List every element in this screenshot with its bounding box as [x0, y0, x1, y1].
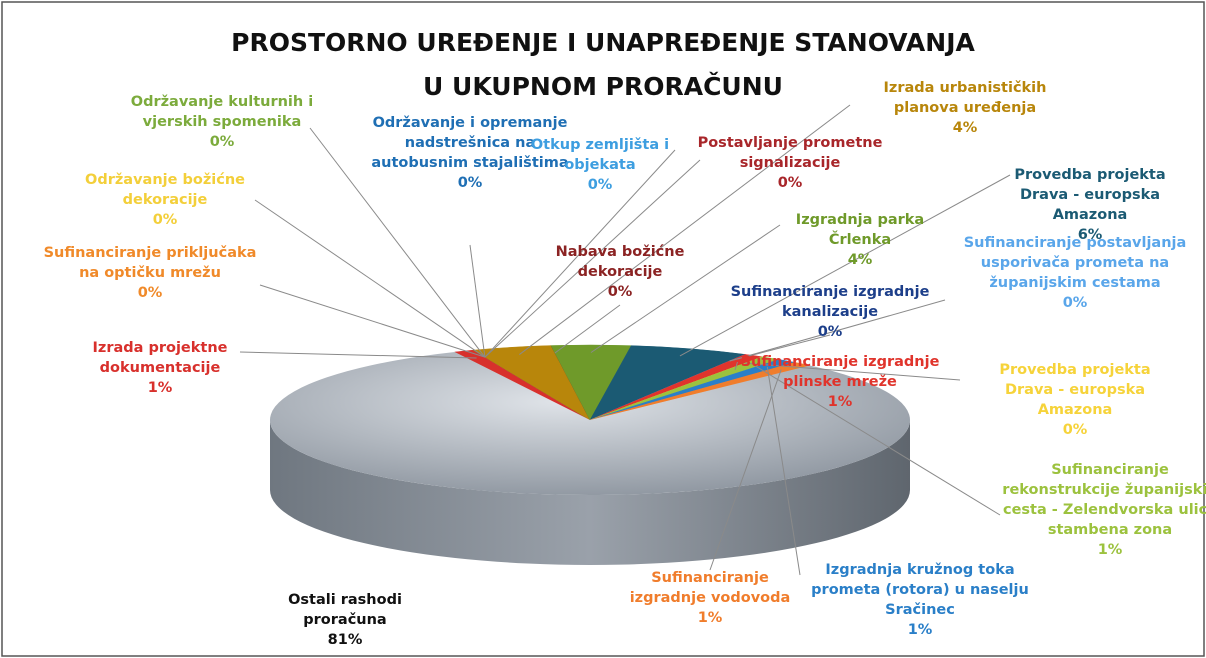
chart-title: PROSTORNO UREĐENJE I UNAPREĐENJE STANOVA…	[231, 28, 975, 57]
label-name: Održavanje kulturnih i vjerskih spomenik…	[130, 94, 314, 130]
data-label: Sufinanciranje priključaka na optičku mr…	[35, 243, 265, 303]
data-label: Sufinanciranje postavljanja usporivača p…	[960, 233, 1190, 313]
pie-slice	[589, 362, 810, 421]
leader-line	[469, 244, 486, 358]
data-label: Održavanje kulturnih i vjerskih spomenik…	[97, 92, 347, 152]
label-name: Sufinanciranje izgradnje kanalizacije	[730, 284, 930, 320]
leader-line	[729, 299, 946, 362]
label-name: Izgradnja parka Črlenka	[795, 212, 925, 248]
data-label: Postavljanje prometne signalizacije 0%	[680, 133, 900, 193]
label-value: 0%	[457, 175, 483, 191]
label-value: 0%	[1062, 295, 1088, 311]
leader-line	[766, 366, 801, 576]
label-value: 6%	[1077, 227, 1103, 243]
label-value: 0%	[152, 212, 178, 228]
data-label: Sufinanciranje izgradnje vodovoda 1%	[620, 568, 800, 628]
label-name: Nabava božićne dekoracije	[555, 244, 685, 280]
data-label: Održavanje božićne dekoracije 0%	[55, 170, 275, 230]
label-value: 0%	[1062, 422, 1088, 438]
label-name: Ostali rashodi proračuna	[288, 592, 402, 628]
leader-line	[745, 362, 961, 381]
leader-line	[679, 174, 1011, 357]
label-value: 1%	[827, 394, 853, 410]
slice-side	[270, 420, 910, 565]
leader-line	[752, 363, 1001, 516]
data-label: Izgradnja parka Črlenka 4%	[780, 210, 940, 270]
leader-line	[484, 159, 701, 358]
label-name: Izgradnja kružnog toka prometa (rotora) …	[811, 562, 1029, 618]
data-label: Provedba projekta Drava - europska Amazo…	[975, 360, 1175, 440]
label-value: 1%	[1097, 542, 1123, 558]
data-label: Izrada projektne dokumentacije 1%	[50, 338, 270, 398]
label-name: Održavanje božićne dekoracije	[85, 172, 245, 208]
label-name: Otkup zemljišta i objekata	[530, 137, 670, 173]
leader-line	[590, 224, 781, 353]
leader-line	[734, 361, 738, 371]
leader-line	[519, 104, 851, 355]
data-label: Izrada urbanističkih planova uređenja 4%	[855, 78, 1075, 138]
leader-line	[239, 351, 477, 359]
leader-line	[484, 149, 676, 358]
label-name: Provedba projekta Drava - europska Amazo…	[1014, 167, 1166, 223]
label-value: 0%	[587, 177, 613, 193]
label-value: 1%	[697, 610, 723, 626]
label-value: 4%	[847, 252, 873, 268]
data-label: Provedba projekta Drava - europska Amazo…	[990, 165, 1190, 245]
leader-line	[709, 369, 782, 571]
label-value: 81%	[327, 632, 363, 648]
label-value: 0%	[137, 285, 163, 301]
label-value: 0%	[777, 175, 803, 191]
chart-title: U UKUPNOM PRORAČUNU	[423, 72, 783, 101]
label-name: Održavanje i opremanje nadstrešnica na a…	[371, 115, 569, 171]
data-label: Ostali rashodi proračuna 81%	[245, 590, 445, 650]
pie-slice	[589, 345, 747, 421]
data-label: Sufinanciranje rekonstrukcije županijski…	[1000, 460, 1206, 560]
label-value: 0%	[209, 134, 235, 150]
label-value: 1%	[907, 622, 933, 638]
data-label: Sufinanciranje izgradnje plinske mreže 1%	[740, 352, 940, 412]
label-value: 4%	[952, 120, 978, 136]
label-name: Sufinanciranje izgradnje vodovoda	[629, 570, 791, 606]
label-value: 0%	[817, 324, 843, 340]
label-value: 1%	[147, 380, 173, 396]
leader-line	[554, 304, 621, 354]
pie-slice	[269, 352, 910, 495]
label-name: Sufinanciranje postavljanja usporivača p…	[963, 235, 1187, 291]
pie-sides	[270, 420, 910, 565]
data-label: Sufinanciranje izgradnje kanalizacije 0%	[715, 282, 945, 342]
label-name: Sufinanciranje priključaka na optičku mr…	[43, 245, 257, 281]
label-name: Sufinanciranje izgradnje plinske mreže	[740, 354, 940, 390]
label-name: Postavljanje prometne signalizacije	[697, 135, 883, 171]
leader-line	[309, 127, 486, 358]
data-label: Održavanje i opremanje nadstrešnica na a…	[370, 113, 570, 193]
label-name: Izrada urbanističkih planova uređenja	[883, 80, 1047, 116]
data-label: Nabava božićne dekoracije 0%	[530, 242, 710, 302]
label-name: Sufinanciranje rekonstrukcije županijski…	[1002, 462, 1206, 538]
label-name: Izrada projektne dokumentacije	[92, 340, 228, 376]
leader-line	[254, 199, 486, 358]
label-name: Provedba projekta Drava - europska Amazo…	[999, 362, 1151, 418]
leader-line	[259, 284, 486, 358]
data-label: Otkup zemljišta i objekata 0%	[515, 135, 685, 195]
data-label: Izgradnja kružnog toka prometa (rotora) …	[795, 560, 1045, 640]
label-value: 0%	[607, 284, 633, 300]
